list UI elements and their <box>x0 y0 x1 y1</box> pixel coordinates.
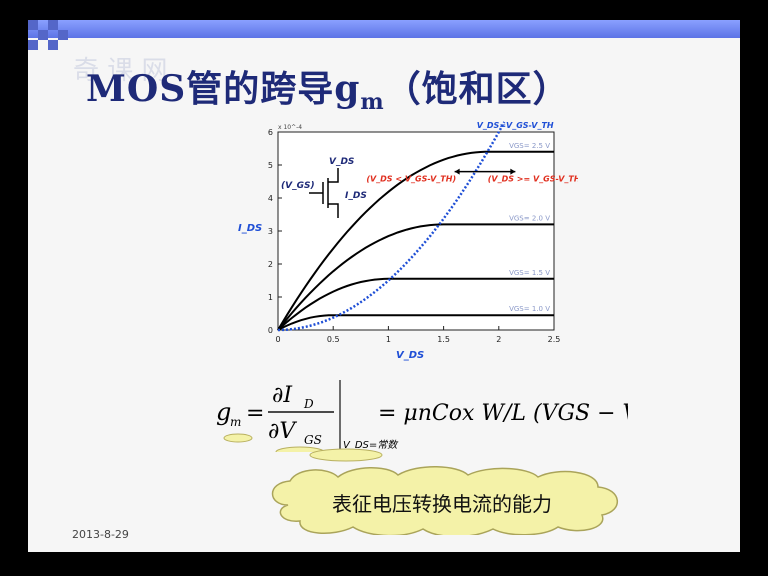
formula-lhs-sub: m <box>230 415 241 429</box>
iv-curve <box>277 223 554 331</box>
condition-highlight <box>309 448 383 462</box>
title-tail: （饱和区） <box>384 68 570 110</box>
formula-denominator: ∂V <box>268 419 297 444</box>
corner-checker-decoration <box>28 20 88 80</box>
vgs-label: VGS= 2.0 V <box>509 214 550 222</box>
y-exponent: x 10^-4 <box>278 124 302 131</box>
formula-highlight-1 <box>223 433 253 443</box>
x-tick-label: 2.5 <box>548 335 561 344</box>
y-tick-label: 2 <box>268 260 273 269</box>
slide-title: MOS管的跨导gm（饱和区） <box>86 60 570 115</box>
iv-curve <box>277 150 554 331</box>
y-axis-label: I_DS <box>238 223 262 234</box>
formula-rhs: = μnCox W/L (VGS − VTH) <box>378 401 628 426</box>
formula-lhs: g <box>216 398 231 426</box>
vgs-label: VGS= 2.5 V <box>509 142 550 150</box>
header-stripe <box>28 20 740 38</box>
formula-equals-1: = <box>246 401 264 426</box>
transconductance-formula: g m = ∂I D ∂V GS V_DS=常数 = μnCox W/L (VG… <box>216 380 628 452</box>
plot-area <box>277 131 555 331</box>
x-tick-label: 2 <box>496 335 501 344</box>
x-tick-label: 1 <box>386 335 391 344</box>
title-main: MOS管的跨导g <box>86 68 361 110</box>
inset-transistor-symbol <box>309 168 339 218</box>
y-tick-label: 1 <box>268 293 273 302</box>
formula-numerator-sub: D <box>303 397 314 411</box>
vgs-label: VGS= 1.5 V <box>509 269 550 277</box>
inset-vgs-label: (V_GS) <box>281 181 315 191</box>
y-tick-label: 3 <box>268 227 273 236</box>
cloud-text: 表征电压转换电流的能力 <box>332 492 552 516</box>
formula-numerator: ∂I <box>272 383 293 408</box>
x-tick-label: 1.5 <box>437 335 450 344</box>
formula-condition: V_DS=常数 <box>343 439 399 451</box>
x-axis-label: V_DS <box>396 350 424 361</box>
region-linear-label: (V_DS < V_GS-V_TH) <box>366 175 456 184</box>
boundary-label: V_DS=V_GS-V_TH <box>477 121 554 130</box>
y-tick-label: 0 <box>268 326 273 335</box>
inset-ids-label: I_DS <box>345 191 367 201</box>
y-tick-label: 6 <box>268 128 273 137</box>
iv-curve-chart: 0 0.5 1 1.5 2 2.5 0 1 2 3 4 5 6 x 10^-4 V_DS I_DS VGS= 2… <box>238 121 578 361</box>
cloud-callout <box>271 466 619 535</box>
slide-date: 2013-8-29 <box>72 528 129 541</box>
iv-curve <box>277 314 554 331</box>
iv-curve <box>277 277 554 331</box>
y-tick-label: 4 <box>268 194 273 203</box>
inset-vds-label: V_DS <box>329 157 354 167</box>
watermark: 奇 课 网 <box>73 56 168 86</box>
y-tick-label: 5 <box>268 161 273 170</box>
region-sat-label: (V_DS >= V_GS-V_TH) <box>488 175 578 184</box>
title-subscript: m <box>360 89 385 116</box>
x-tick-label: 0 <box>275 335 280 344</box>
vgs-label: VGS= 1.0 V <box>509 305 550 313</box>
formula-highlight-2 <box>275 446 325 452</box>
formula-denominator-sub: GS <box>304 433 322 447</box>
slide: 奇 课 网 MOS管的跨导gm（饱和区） 0 0.5 1 1.5 2 2.5 0 1 2 3 4 5 6… <box>28 20 740 552</box>
x-tick-label: 0.5 <box>327 335 340 344</box>
